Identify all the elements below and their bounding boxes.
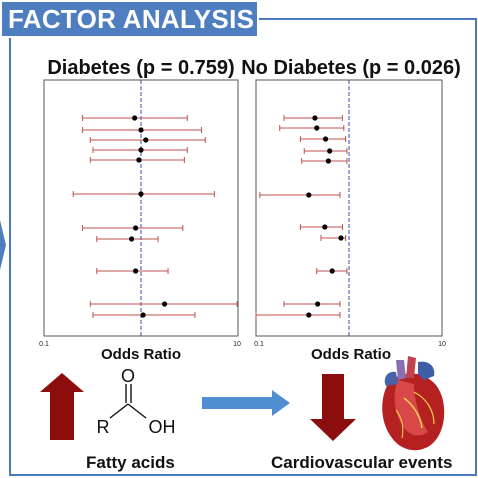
diabetes-x-axis-label: Odds Ratio <box>101 346 181 363</box>
diabetes-tick-max: 10 <box>233 341 241 348</box>
banner-title: FACTOR ANALYSIS <box>0 0 259 38</box>
no-diabetes-odds-point <box>312 115 318 121</box>
no-diabetes-x-axis-label: Odds Ratio <box>311 346 391 363</box>
molecule-o: O <box>121 366 135 386</box>
diabetes-odds-point <box>138 147 144 153</box>
diabetes-chart: Diabetes (p = 0.759) 0.1 10 Odds Ratio <box>39 57 241 363</box>
no-diabetes-odds-point <box>327 148 333 154</box>
diabetes-tick-min: 0.1 <box>39 341 49 348</box>
diabetes-odds-point <box>143 137 149 143</box>
carboxylic-acid-structure-icon: O R OH <box>97 366 176 437</box>
diabetes-odds-point <box>138 127 144 133</box>
diabetes-odds-point <box>133 225 139 231</box>
molecule-r: R <box>97 417 110 437</box>
no-diabetes-odds-point <box>315 301 321 307</box>
leads-to-arrow-icon <box>202 390 290 416</box>
no-diabetes-odds-point <box>322 136 329 142</box>
no-diabetes-tick-min: 0.1 <box>254 341 264 348</box>
decrease-arrow-icon <box>310 374 356 441</box>
diabetes-odds-point <box>161 301 168 307</box>
no-diabetes-odds-point <box>338 235 344 241</box>
no-diabetes-chart-title: No Diabetes (p = 0.026) <box>241 57 461 79</box>
no-diabetes-odds-point <box>306 312 312 318</box>
no-diabetes-odds-point <box>306 192 312 198</box>
side-tab-arrow <box>0 220 6 270</box>
diabetes-odds-point <box>132 115 138 121</box>
cardiovascular-events-label: Cardiovascular events <box>271 453 453 472</box>
no-diabetes-odds-point <box>322 224 328 230</box>
heart-icon <box>382 356 445 451</box>
diabetes-odds-point <box>138 191 144 197</box>
no-diabetes-odds-point <box>325 158 331 164</box>
diabetes-chart-title: Diabetes (p = 0.759) <box>47 57 234 79</box>
diabetes-odds-point <box>128 236 135 242</box>
no-diabetes-tick-max: 10 <box>438 341 446 348</box>
no-diabetes-chart: No Diabetes (p = 0.026) 0.1 10 Odds Rati… <box>241 57 461 363</box>
molecule-oh: OH <box>149 417 176 437</box>
increase-arrow-icon <box>40 373 84 440</box>
diabetes-odds-point <box>133 268 139 274</box>
no-diabetes-odds-point <box>329 268 335 274</box>
fatty-acids-label: Fatty acids <box>86 453 175 472</box>
no-diabetes-odds-point <box>314 125 320 131</box>
diabetes-odds-point <box>136 157 142 163</box>
diabetes-odds-point <box>140 312 146 318</box>
